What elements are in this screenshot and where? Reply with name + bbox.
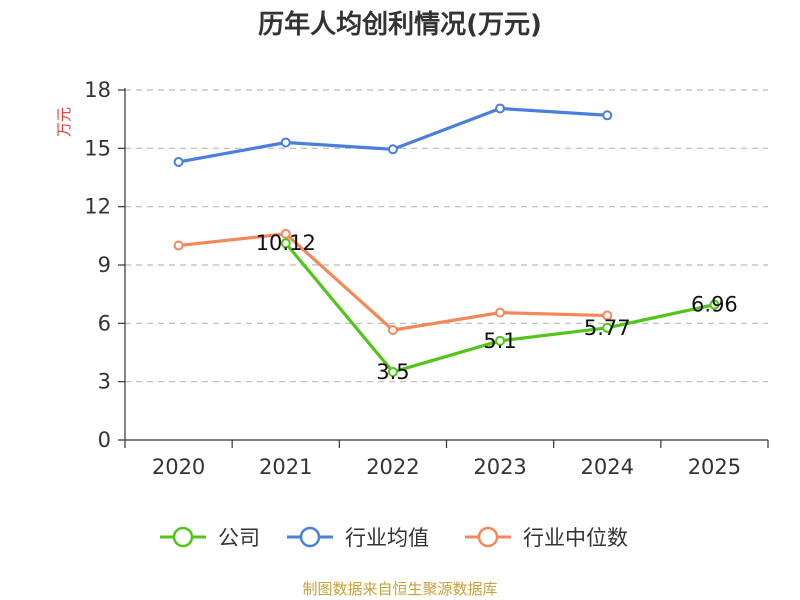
data-labels: 10.12 3.5 5.1 5.77 6.96 (256, 231, 738, 384)
x-tick-label: 2022 (366, 455, 419, 479)
source-footer: 制图数据来自恒生聚源数据库 (302, 580, 497, 598)
y-tick-label: 18 (84, 78, 111, 102)
legend-swatch-marker (172, 526, 194, 548)
x-tick-label: 2020 (152, 455, 205, 479)
grid-lines (125, 89, 768, 383)
x-tick-label: 2021 (259, 455, 312, 479)
axes: 0 3 6 9 12 15 18 2020 2021 2022 2023 2024 2025 (84, 78, 769, 479)
data-label: 5.1 (483, 329, 516, 353)
data-point (495, 307, 506, 318)
data-point (602, 322, 613, 333)
x-tick-label: 2024 (581, 455, 634, 479)
y-tick-label: 15 (84, 136, 111, 160)
chart-title: 历年人均创利情况(万元) (258, 9, 542, 40)
legend-item-label: 公司 (218, 526, 260, 550)
data-point (387, 325, 398, 336)
y-tick-label: 6 (98, 311, 111, 335)
y-axis-label: 万元 (55, 107, 73, 137)
data-point (280, 228, 291, 239)
y-tick-label: 9 (98, 253, 111, 277)
series-lines (173, 103, 720, 377)
series-line (178, 232, 608, 332)
x-tick-label: 2023 (473, 455, 526, 479)
data-point (495, 335, 506, 346)
data-point (173, 156, 184, 167)
data-label: 10.12 (256, 231, 316, 255)
data-point (280, 137, 291, 148)
data-label: 5.77 (584, 316, 631, 340)
data-point (602, 310, 613, 321)
y-tick-label: 12 (84, 195, 111, 219)
data-point (602, 110, 613, 121)
y-tick-label: 3 (98, 370, 111, 394)
data-point (387, 366, 398, 377)
data-point (495, 103, 506, 114)
data-point (280, 238, 291, 249)
x-tick-label: 2025 (688, 455, 741, 479)
y-tick-label: 0 (98, 428, 111, 452)
legend-swatch-marker (477, 526, 499, 548)
legend-item-label: 行业中位数 (523, 526, 628, 550)
data-point (173, 240, 184, 251)
data-label: 6.96 (691, 293, 738, 317)
data-label: 3.5 (376, 360, 409, 384)
data-point (709, 299, 720, 310)
legend-swatch-marker (299, 526, 321, 548)
legend: 公司 行业均值 行业中位数 (160, 526, 628, 550)
data-point (387, 144, 398, 155)
legend-item-label: 行业均值 (345, 526, 429, 550)
